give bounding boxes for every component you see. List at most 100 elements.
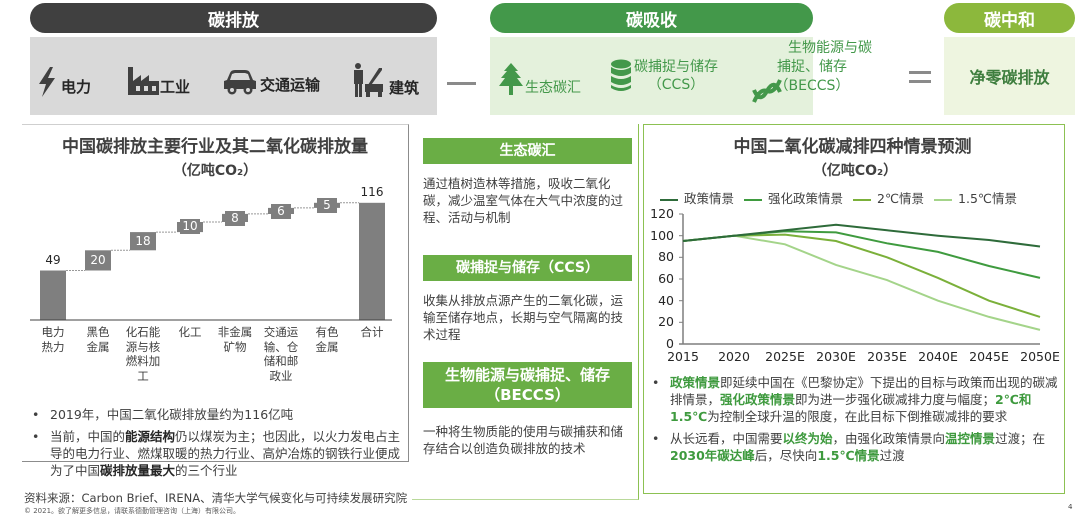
equals-operator-top bbox=[909, 71, 931, 74]
legend-item-1-5c: 1.5℃情景 bbox=[934, 188, 1017, 207]
right-bullet-1: 政策情景即延续中国在《巴黎协定》下提出的目标与政策而出现的碳减排情景，强化政策情… bbox=[648, 374, 1058, 425]
x-tick-2040e: 2040E bbox=[918, 349, 958, 364]
category-label-fossil-fuel: 化石能 源与核 燃料加工 bbox=[125, 325, 161, 383]
lightning-icon bbox=[39, 67, 55, 97]
line-chart-legend: 政策情景 强化政策情景 2℃情景 1.5℃情景 bbox=[660, 188, 1017, 207]
series-line-1-5c bbox=[682, 234, 1041, 331]
y-tick-100: 100 bbox=[650, 228, 674, 243]
value-label-power-heat: 49 bbox=[45, 253, 61, 267]
bar-fossil-fuel-processing bbox=[130, 232, 156, 251]
method-beccs-label-line2: 捕捉、储存 bbox=[777, 59, 847, 75]
y-tick-20: 20 bbox=[658, 314, 674, 329]
method-beccs-label-line3: （BECCS） bbox=[774, 78, 850, 94]
category-label-total: 合计 bbox=[360, 325, 384, 339]
x-tick-2025e: 2025E bbox=[765, 349, 805, 364]
source-transport-label: 交通运输 bbox=[260, 76, 321, 94]
minus-operator bbox=[447, 82, 476, 85]
section-title-ecosystem-sink: 生态碳汇 bbox=[423, 138, 632, 164]
source-power-label: 电力 bbox=[61, 78, 92, 96]
section-title-beccs: 生物能源与碳捕捉、储存 （BECCS） bbox=[423, 362, 632, 408]
method-beccs-label: 生物能源与碳 捕捉、储存 （BECCS） bbox=[752, 39, 872, 96]
section-title-ccs: 碳捕捉与储存（CCS） bbox=[423, 255, 632, 281]
y-tick-0: 0 bbox=[666, 336, 674, 351]
left-chart-title: 中国碳排放主要行业及其二氧化碳排放量 bbox=[62, 137, 368, 157]
x-tick-2020: 2020 bbox=[718, 349, 750, 364]
category-label-transport: 交通运 输、仓 储和邮 政业 bbox=[263, 325, 299, 383]
value-label-total: 116 bbox=[360, 185, 384, 199]
bar-power-heat bbox=[40, 270, 66, 320]
category-label-power-heat: 电力 热力 bbox=[41, 325, 65, 354]
value-label-ferrous-metal: 20 bbox=[90, 253, 106, 267]
source-transport: 交通运输 bbox=[223, 69, 320, 95]
dna-icon bbox=[752, 79, 782, 103]
value-label-chemical: 10 bbox=[182, 219, 198, 233]
x-tick-2035e: 2035E bbox=[867, 349, 907, 364]
right-panel-frame bbox=[643, 124, 1065, 494]
source-industry-label: 工业 bbox=[160, 78, 191, 96]
method-beccs-label-line1: 生物能源与碳 bbox=[788, 40, 872, 56]
emission-header-label: 碳排放 bbox=[208, 10, 259, 31]
x-tick-2030e: 2030E bbox=[816, 349, 856, 364]
value-label-nonmetal: 8 bbox=[231, 211, 239, 225]
emission-header: 碳排放 bbox=[30, 3, 437, 33]
absorption-header-label: 碳吸收 bbox=[626, 10, 677, 31]
source-building-label: 建筑 bbox=[389, 79, 420, 97]
waterfall-chart bbox=[30, 198, 392, 321]
neutral-header-label: 碳中和 bbox=[984, 10, 1035, 31]
section-text-ecosystem-sink: 通过植树造林等措施，吸收二氧化碳，减少温室气体在大气中浓度的过程、活动与机制 bbox=[423, 176, 624, 225]
absorption-methods-band: 生态碳汇 碳捕捉与储存 （CCS） 生物能源与碳 捕捉、储存 （BECCS） bbox=[490, 37, 872, 115]
method-ccs: 碳捕捉与储存 （CCS） bbox=[610, 58, 718, 94]
copyright-note: © 2021。欲了解更多信息，请联系德勤管理咨询（上海）有限公司。 bbox=[24, 507, 241, 515]
neutral-header: 碳中和 bbox=[944, 3, 1075, 33]
method-ccs-label-line1: 碳捕捉与储存 bbox=[634, 59, 718, 75]
construction-worker-crane-icon bbox=[354, 63, 383, 97]
legend-item-2c: 2℃情景 bbox=[853, 188, 924, 207]
value-label-transport: 6 bbox=[277, 204, 285, 218]
equals-operator-bottom bbox=[909, 80, 931, 83]
tree-icon bbox=[499, 63, 523, 95]
x-tick-2015: 2015 bbox=[667, 349, 699, 364]
result-band: 净零碳排放 bbox=[944, 37, 1075, 115]
bar-total bbox=[359, 202, 385, 320]
source-building: 建筑 bbox=[352, 62, 419, 98]
section-text-beccs: 一种将生物质能的使用与碳捕获和储存结合以创造负碳排放的技术 bbox=[423, 424, 624, 456]
right-bullets: 政策情景即延续中国在《巴黎协定》下提出的目标与政策而出现的碳减排情景，强化政策情… bbox=[648, 374, 1058, 469]
right-bullet-2: 从长远看，中国需要以终为始，由强化政策情景向温控情景过渡；在2030年碳达峰后，… bbox=[648, 430, 1058, 464]
left-bullet-1: 2019年，中国二氧化碳排放量约为116亿吨 bbox=[28, 406, 410, 423]
middle-panel-frame bbox=[412, 124, 639, 500]
source-note: 资料来源：Carbon Brief、IRENA、清华大学气候变化与可持续发展研究… bbox=[24, 491, 408, 505]
y-tick-40: 40 bbox=[658, 293, 674, 308]
value-label-fossil-fuel: 18 bbox=[135, 234, 151, 248]
category-label-nonferrous: 有色 金属 bbox=[315, 325, 339, 354]
car-icon bbox=[224, 70, 256, 95]
x-tick-2050e: 2050E bbox=[1020, 349, 1060, 364]
method-ecosystem-sink-label: 生态碳汇 bbox=[525, 80, 581, 96]
source-industry: 工业 bbox=[127, 65, 190, 97]
series-line-2c bbox=[682, 233, 1041, 318]
result-label: 净零碳排放 bbox=[969, 68, 1050, 87]
source-power: 电力 bbox=[36, 67, 91, 97]
factory-icon bbox=[128, 67, 159, 95]
bar-ferrous-metal bbox=[85, 250, 111, 271]
section-text-ccs: 收集从排放点源产生的二氧化碳，运输至储存地点，长期与空气隔离的技术过程 bbox=[423, 293, 624, 342]
database-storage-icon bbox=[611, 59, 631, 91]
legend-item-enhanced-policy: 强化政策情景 bbox=[744, 188, 843, 207]
left-chart-unit: （亿吨CO₂） bbox=[172, 163, 258, 179]
series-line-enhanced-policy bbox=[682, 230, 1041, 279]
left-bullet-2: 当前，中国的能源结构仍以煤炭为主；也因此，以火力发电占主导的电力行业、燃煤取暖的… bbox=[28, 428, 410, 479]
legend-item-policy: 政策情景 bbox=[660, 188, 734, 207]
value-label-nonferrous: 5 bbox=[323, 198, 331, 212]
method-ccs-label-line2: （CCS） bbox=[647, 77, 705, 93]
series-line-policy bbox=[682, 223, 1041, 248]
y-tick-60: 60 bbox=[658, 271, 674, 286]
y-tick-120: 120 bbox=[650, 206, 674, 221]
right-chart-unit: （亿吨CO₂） bbox=[812, 163, 898, 179]
right-chart-title: 中国二氧化碳减排四种情景预测 bbox=[733, 137, 972, 157]
emission-sources-band: 电力 工业 交通运输 建筑 bbox=[30, 37, 437, 115]
left-bullets: 2019年，中国二氧化碳排放量约为116亿吨 当前，中国的能源结构仍以煤炭为主；… bbox=[28, 406, 410, 484]
x-tick-2045e: 2045E bbox=[969, 349, 1009, 364]
category-label-ferrous-metal: 黑色 金属 bbox=[86, 325, 110, 354]
absorption-header: 碳吸收 bbox=[490, 3, 813, 33]
page-number: 4 bbox=[1068, 503, 1073, 511]
